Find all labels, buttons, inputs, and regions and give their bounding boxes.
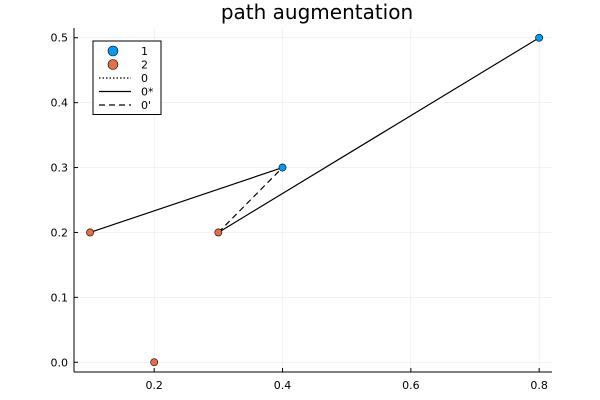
line-segment-solid bbox=[218, 37, 540, 233]
y-tick-label: 0.0 bbox=[51, 356, 69, 369]
x-tick-label: 0.2 bbox=[145, 379, 163, 392]
data-point-series-2 bbox=[86, 228, 94, 237]
data-point-series-1 bbox=[535, 33, 544, 42]
data-point-series-1 bbox=[278, 163, 287, 172]
series-lines bbox=[89, 37, 540, 234]
line-segment-dashed bbox=[217, 167, 283, 233]
data-point-series-2 bbox=[214, 228, 223, 237]
y-tick-label: 0.1 bbox=[51, 291, 69, 304]
y-tick-label: 0.4 bbox=[51, 97, 69, 110]
legend-box bbox=[92, 40, 162, 115]
x-axis-ticks: 0.2 0.4 0.6 0.8 bbox=[145, 368, 548, 392]
axes bbox=[73, 28, 552, 373]
legend-label: 0 bbox=[141, 72, 148, 85]
line-segment-solid bbox=[89, 166, 283, 234]
chart-title: path augmentation bbox=[221, 0, 413, 24]
legend-marker-1 bbox=[107, 45, 119, 57]
legend-marker-2 bbox=[107, 59, 119, 70]
y-tick-label: 0.5 bbox=[51, 32, 69, 45]
y-axis-ticks: 0.0 0.1 0.2 0.3 0.4 0.5 bbox=[51, 32, 78, 369]
y-tick-label: 0.3 bbox=[51, 162, 69, 175]
legend-label: 1 bbox=[141, 45, 148, 58]
x-tick-label: 0.8 bbox=[530, 379, 548, 392]
legend-label: 0* bbox=[141, 86, 154, 99]
legend-label: 2 bbox=[141, 59, 148, 72]
x-tick-label: 0.4 bbox=[274, 379, 292, 392]
y-tick-label: 0.2 bbox=[51, 226, 69, 239]
x-tick-label: 0.6 bbox=[402, 379, 420, 392]
series-points bbox=[86, 33, 544, 367]
legend-label: 0' bbox=[141, 99, 151, 112]
data-point-series-2 bbox=[150, 358, 159, 367]
